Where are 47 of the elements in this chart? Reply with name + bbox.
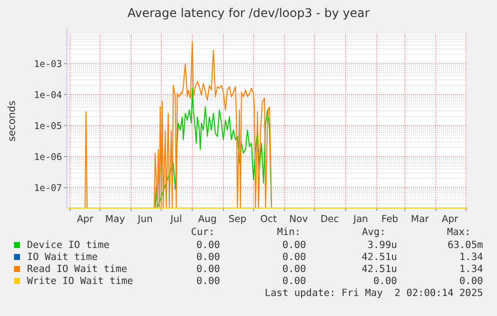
text: 0.00 <box>196 276 220 287</box>
legend-label: IO Wait time <box>27 252 98 263</box>
text: 0.00 <box>282 264 306 275</box>
text: Cur: <box>191 227 215 238</box>
text: 1.34 <box>459 252 484 263</box>
text: Max: <box>447 227 471 238</box>
text: 0.00 <box>196 252 220 263</box>
x-tick-label: Oct <box>260 214 277 225</box>
x-tick-label: Jul <box>170 214 182 225</box>
x-tick-label: Apr <box>442 214 458 225</box>
text: 42.51u <box>362 264 398 275</box>
x-tick-label: Mar <box>410 214 429 225</box>
y-tick-label: 1e-07 <box>34 183 62 194</box>
text: 1.34 <box>459 264 484 275</box>
text: Min: <box>277 227 301 238</box>
legend-label: Read IO Wait time <box>27 264 128 275</box>
y-tick-label: 1e-06 <box>34 152 62 164</box>
y-tick-label: 1e-03 <box>34 59 62 70</box>
line-series <box>84 41 272 208</box>
chart-title: Average latency for /dev/loop3 - by year <box>127 6 370 20</box>
text: 0.00 <box>373 276 398 287</box>
text: 63.05m <box>448 240 484 251</box>
text: 42.51u <box>362 252 398 263</box>
text: 0.00 <box>282 252 306 263</box>
y-tick-label: 1e-04 <box>34 90 62 102</box>
text: 0.00 <box>282 276 306 287</box>
x-tick-label: Jun <box>136 214 153 225</box>
text: 0.00 <box>282 240 306 251</box>
y-axis-title: seconds <box>7 100 18 142</box>
text: 0.00 <box>196 240 220 251</box>
line-series <box>154 88 272 208</box>
x-tick-label: Aug <box>198 214 217 225</box>
y-tick-label: 1e-05 <box>34 121 62 132</box>
text: 0.00 <box>196 264 220 275</box>
legend-label: Write IO Wait time <box>27 276 134 287</box>
x-tick-label: Apr <box>76 214 94 225</box>
x-tick-label: Sep <box>228 214 246 225</box>
text: 0.00 <box>459 276 484 287</box>
text: Avg: <box>362 227 386 238</box>
text: 3.99u <box>368 240 398 251</box>
x-tick-label: Nov <box>289 214 308 225</box>
legend-label: Device IO time <box>27 240 110 251</box>
x-tick-label: Dec <box>320 214 339 225</box>
x-tick-label: Feb <box>381 214 398 225</box>
x-tick-label: Jan <box>352 214 368 225</box>
x-tick-label: May <box>105 214 126 225</box>
text: Last update: Fri May 2 02:00:14 2025 <box>264 288 484 299</box>
